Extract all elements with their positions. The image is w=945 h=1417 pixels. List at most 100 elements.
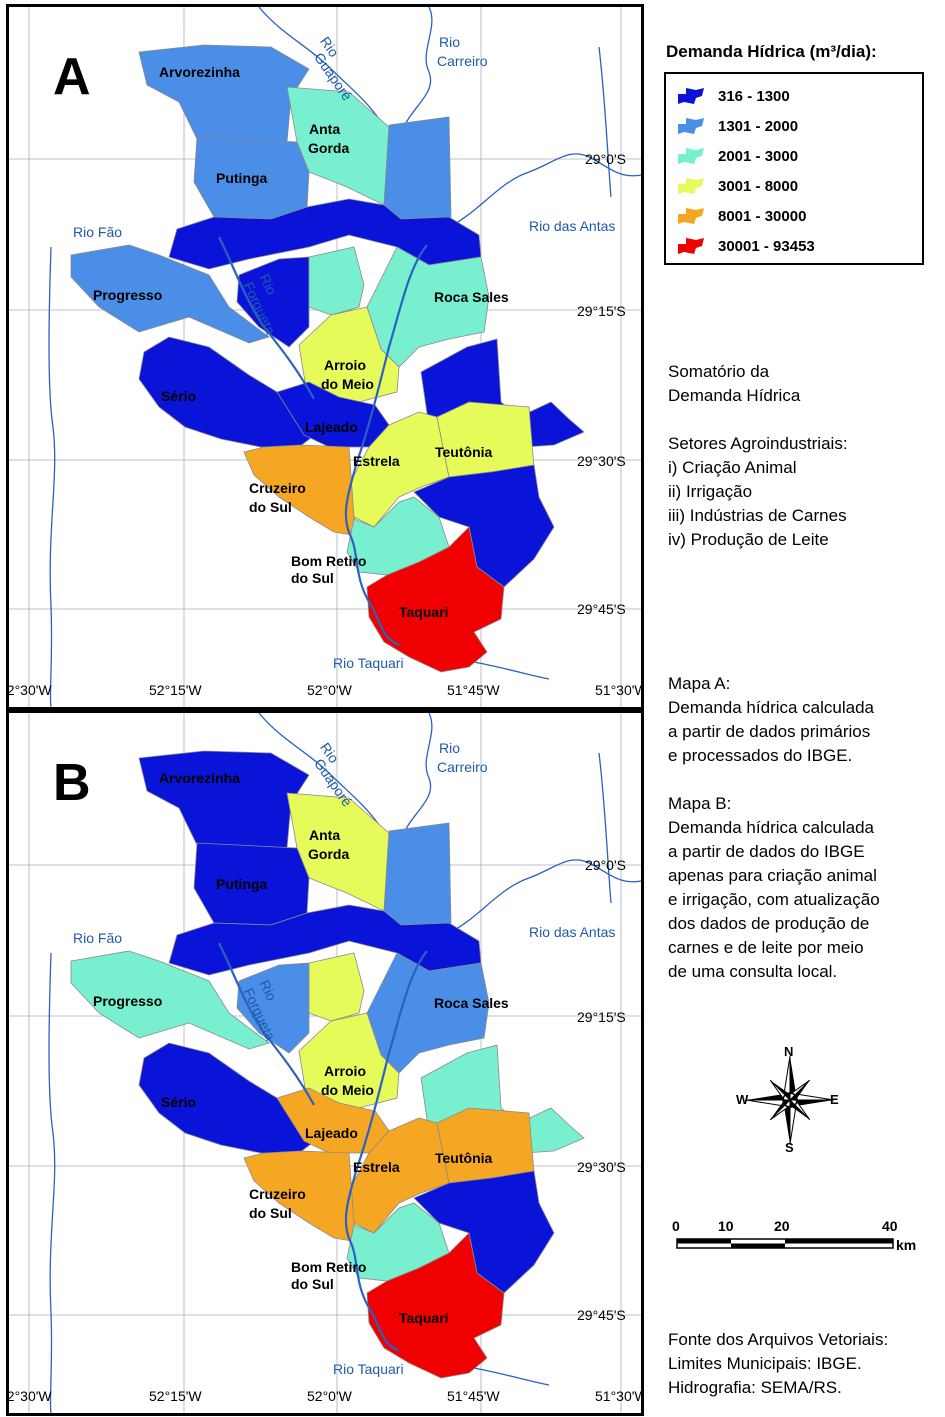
- legend-label: 30001 - 93453: [718, 237, 815, 255]
- map-b: B Arvorezinha Anta Gorda Putinga Progres…: [6, 710, 644, 1416]
- scale-tick: 20: [774, 1218, 790, 1234]
- label-estrela: Estrela: [353, 453, 400, 469]
- lat-label-29-15: 29°15'S: [577, 1009, 626, 1025]
- note-line: a partir de dados do IBGE: [668, 842, 865, 861]
- lon-label-52-30: 52°30'W: [6, 682, 52, 698]
- label-taquari: Taquari: [399, 1310, 449, 1326]
- panel-letter: B: [53, 754, 91, 812]
- map-canvas: [9, 7, 641, 707]
- river-west: [48, 952, 56, 1413]
- legend-swatch: [678, 238, 704, 254]
- region-southeast: [413, 1170, 555, 1294]
- scale-tick: 40: [882, 1218, 898, 1234]
- label-teutonia: Teutônia: [435, 444, 493, 460]
- region-serio: [138, 1042, 320, 1154]
- region-forqueta-east: [308, 952, 365, 1022]
- river-antas: [448, 153, 641, 228]
- source-block: Fonte dos Arquivos Vetoriais: Limites Mu…: [668, 1328, 888, 1400]
- river-taquari-line: [344, 244, 428, 647]
- lon-label-51-30: 51°30'W: [595, 1388, 644, 1404]
- legend-swatch: [678, 88, 704, 104]
- river-lines: [48, 713, 641, 1413]
- legend-item: 316 - 1300: [678, 84, 790, 108]
- river-guapore: [258, 7, 380, 120]
- scale-tick: 10: [718, 1218, 734, 1234]
- label-lajeado: Lajeado: [305, 1125, 358, 1141]
- legend-label: 8001 - 30000: [718, 207, 807, 225]
- municipalities: [70, 44, 585, 673]
- compass-s: S: [785, 1140, 794, 1155]
- lon-label-51-45: 51°45'W: [447, 682, 500, 698]
- label-arroio: Arroio: [324, 357, 366, 373]
- region-forqueta-west: [236, 962, 310, 1054]
- label-cruzeiro: Cruzeiro: [249, 1186, 306, 1202]
- river-label-carreiro: Carreiro: [437, 759, 488, 775]
- river-east: [598, 46, 612, 198]
- region-southeast: [413, 464, 555, 588]
- label-putinga: Putinga: [216, 876, 268, 892]
- label-bom-retiro: Bom Retiro: [291, 553, 367, 569]
- note-line: carnes e de leite por meio: [668, 938, 864, 957]
- description-block: Somatório da Demanda Hídrica Setores Agr…: [668, 360, 848, 552]
- label-anta: Anta: [309, 121, 341, 137]
- note-line: Demanda hídrica calculada: [668, 698, 875, 717]
- description-line: Demanda Hídrica: [668, 386, 801, 405]
- note-line: Demanda hídrica calculada: [668, 818, 875, 837]
- river-label-rio-das-antas: Rio das Antas: [529, 924, 616, 940]
- note-line: apenas para criação animal: [668, 866, 877, 885]
- legend-item: 1301 - 2000: [678, 114, 799, 138]
- note-map-b-title: Mapa B:: [668, 794, 732, 813]
- label-gorda: Gorda: [308, 140, 350, 156]
- river-antas: [448, 859, 641, 934]
- lat-label-29-45: 29°45'S: [577, 1307, 626, 1323]
- river-guapore: [258, 713, 380, 826]
- legend-item: 8001 - 30000: [678, 204, 807, 228]
- compass-e: E: [830, 1092, 839, 1107]
- sector-item: iii) Indústrias de Carnes: [668, 506, 847, 525]
- note-map-a-title: Mapa A:: [668, 674, 731, 693]
- river-carreiro: [404, 713, 433, 832]
- lat-label-29-15: 29°15'S: [577, 303, 626, 319]
- municipalities: [70, 750, 585, 1379]
- river-east: [598, 752, 612, 904]
- legend-item: 2001 - 3000: [678, 144, 798, 168]
- label-progresso: Progresso: [93, 993, 163, 1009]
- river-label-rio-taquari: Rio Taquari: [333, 1361, 404, 1377]
- label-putinga: Putinga: [216, 170, 268, 186]
- river-label-rio-taquari: Rio Taquari: [333, 655, 404, 671]
- label-serio: Sério: [161, 1094, 197, 1110]
- legend-item: 30001 - 93453: [678, 234, 815, 258]
- region-teutonia: [436, 1107, 535, 1184]
- lon-label-52-00: 52°0'W: [307, 682, 352, 698]
- label-gorda: Gorda: [308, 846, 350, 862]
- label-serio: Sério: [161, 388, 197, 404]
- legend-swatch: [678, 178, 704, 194]
- label-lajeado: Lajeado: [305, 419, 358, 435]
- river-taquari-line: [344, 950, 428, 1353]
- river-forqueta-line: [218, 942, 315, 1106]
- river-west: [48, 246, 56, 707]
- label-cruzeiro-do-sul: do Sul: [249, 499, 292, 515]
- note-line: e irrigação, com atualização: [668, 890, 880, 909]
- region-arvorezinha: [138, 750, 310, 849]
- legend-label: 1301 - 2000: [718, 117, 799, 135]
- legend-label: 316 - 1300: [718, 87, 790, 105]
- label-bom-retiro-do-sul: do Sul: [291, 1276, 334, 1292]
- lat-label-29-30: 29°30'S: [577, 1159, 626, 1175]
- sectors-title: Setores Agroindustriais:: [668, 434, 848, 453]
- sector-item: i) Criação Animal: [668, 458, 797, 477]
- region-dark-belt: [168, 904, 482, 976]
- river-label-rio-carreiro: Rio: [439, 34, 461, 50]
- panel-letter: A: [53, 48, 91, 106]
- river-main: [218, 942, 428, 1353]
- river-label-rio-das-antas: Rio das Antas: [529, 218, 616, 234]
- region-upper-east: [383, 822, 452, 926]
- note-line: de uma consulta local.: [668, 962, 838, 981]
- note-line: dos dados de produção de: [668, 914, 870, 933]
- source-line: Limites Municipais: IBGE.: [668, 1354, 862, 1373]
- label-bom-retiro-do-sul: do Sul: [291, 570, 334, 586]
- river-main: [218, 236, 428, 647]
- note-line: e processados do IBGE.: [668, 746, 853, 765]
- region-forqueta-west: [236, 256, 310, 348]
- compass-w: W: [736, 1092, 749, 1107]
